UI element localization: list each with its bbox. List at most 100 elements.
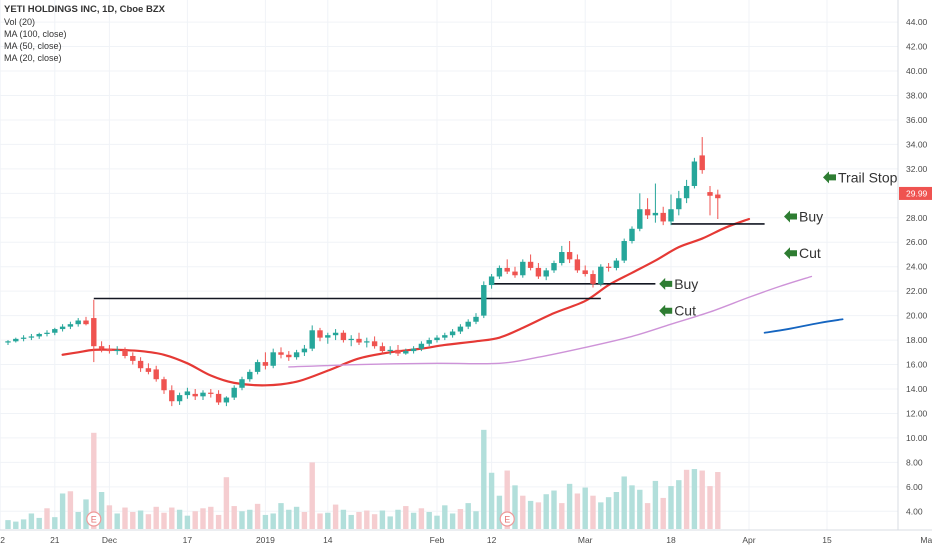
candle-body	[28, 336, 35, 338]
left-arrow-icon	[784, 247, 797, 260]
candle-body	[130, 355, 136, 361]
volume-bar	[98, 492, 105, 529]
volume-bar	[340, 509, 347, 529]
candle-body	[715, 194, 721, 199]
candle-body	[543, 270, 549, 277]
volume-bar	[559, 503, 565, 529]
volume-bar	[231, 506, 237, 529]
candle-body	[582, 270, 588, 275]
candle-body	[325, 335, 331, 338]
volume-bar	[543, 494, 549, 529]
candle-body	[98, 346, 105, 349]
volume-bar	[176, 509, 183, 529]
candle-body	[340, 332, 347, 341]
candle-body	[215, 393, 222, 403]
volume-bar	[676, 480, 682, 529]
candle-body	[270, 352, 276, 366]
volume-bar	[254, 503, 261, 529]
annotation-label: Trail Stops	[838, 169, 904, 185]
candle-body	[317, 330, 323, 338]
annotation-buy: Buy	[659, 276, 698, 292]
volume-bar	[356, 511, 362, 529]
volume-bar	[114, 513, 120, 529]
volume-bar	[20, 519, 27, 529]
price-tick-label: 36.00	[906, 115, 928, 125]
price-tick-label: 26.00	[906, 237, 928, 247]
candle-body	[418, 343, 425, 349]
candle-body	[13, 338, 19, 342]
time-tick-label: Apr	[742, 535, 755, 545]
candle-body	[574, 259, 581, 271]
ma-line	[288, 275, 813, 368]
time-tick-label: 2019	[256, 535, 275, 545]
candle-body	[442, 335, 448, 338]
price-tick-label: 40.00	[906, 66, 928, 76]
candle-body	[145, 368, 152, 372]
price-axis-bg	[898, 0, 932, 530]
candle-body	[5, 341, 11, 343]
annotation-cut: Cut	[659, 303, 696, 319]
candle-body	[106, 348, 113, 352]
candle-body	[75, 320, 81, 325]
candle-body	[200, 392, 206, 397]
candle-body	[504, 267, 510, 272]
volume-bar	[379, 510, 386, 529]
candle-body	[20, 337, 27, 339]
candle-body	[637, 209, 643, 229]
candle-body	[613, 260, 620, 268]
candle-body	[481, 285, 487, 316]
volume-bar	[473, 511, 479, 529]
candle-body	[247, 371, 253, 380]
candle-body	[83, 320, 89, 325]
candle-body	[496, 267, 503, 277]
volume-bar	[215, 514, 222, 529]
volume-bar	[621, 476, 627, 529]
time-tick-label: 12	[0, 535, 5, 545]
volume-bar	[605, 497, 612, 529]
volume-bar	[91, 432, 97, 529]
volume-bar	[449, 513, 456, 529]
annotation-label: Buy	[674, 276, 698, 292]
price-tick-label: 6.00	[906, 482, 923, 492]
price-tick-label: 24.00	[906, 262, 928, 272]
candle-body	[566, 252, 573, 260]
volume-bar	[184, 515, 191, 529]
volume-bar	[465, 503, 471, 529]
volume-bar	[481, 429, 487, 529]
candle-body	[184, 391, 191, 396]
volume-bar	[691, 469, 698, 529]
candle-body	[348, 338, 354, 341]
earnings-marker: E	[86, 511, 102, 527]
ma-line	[61, 217, 751, 387]
volume-bar	[442, 505, 448, 529]
ma-line	[763, 318, 844, 334]
price-tick-label: 10.00	[906, 433, 928, 443]
volume-bar	[520, 495, 526, 529]
candle-body	[208, 392, 214, 394]
volume-bar	[707, 486, 713, 529]
volume-bar	[418, 508, 425, 529]
annotation-label: Buy	[799, 209, 823, 225]
volume-bar	[566, 483, 573, 529]
earnings-icon	[499, 511, 515, 527]
volume-bar	[106, 505, 113, 529]
annotation-buy: Buy	[784, 209, 823, 225]
volume-bar	[434, 515, 440, 529]
candle-body	[91, 318, 97, 347]
earnings-label: E	[91, 515, 97, 525]
candle-body	[629, 228, 635, 242]
volume-bar	[699, 470, 705, 529]
candle-body	[488, 276, 495, 286]
volume-bar	[325, 512, 331, 529]
price-tick-label: 38.00	[906, 90, 928, 100]
candle-body	[364, 341, 370, 343]
volume-bar	[262, 514, 269, 529]
volume-bar	[161, 512, 167, 529]
candle-body	[683, 185, 690, 199]
candle-body	[621, 241, 627, 261]
candle-body	[379, 346, 386, 352]
candle-body	[652, 212, 659, 216]
candle-body	[434, 337, 440, 341]
price-tick-label: 14.00	[906, 384, 928, 394]
